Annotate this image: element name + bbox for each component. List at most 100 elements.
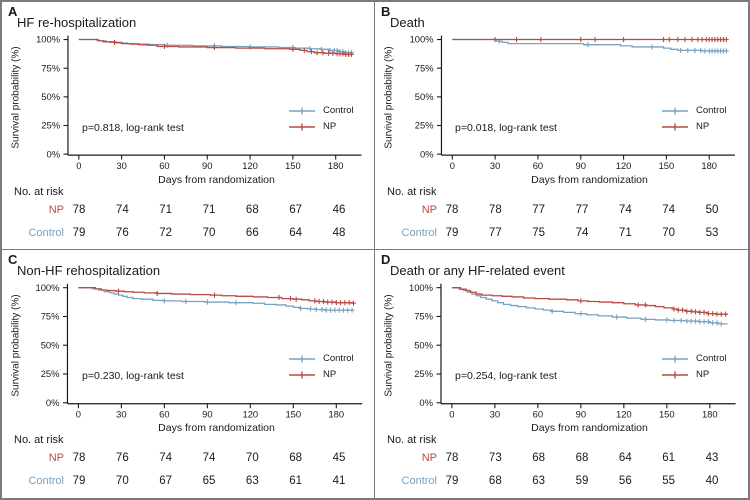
x-axis-label: Days from randomization bbox=[531, 174, 648, 186]
risk-count: 77 bbox=[532, 204, 546, 216]
risk-count: 74 bbox=[618, 204, 632, 216]
risk-row-label-control: Control bbox=[28, 475, 64, 487]
risk-count: 71 bbox=[159, 204, 173, 216]
km-plot-c: 100% 75% 50% 25% 0% 0 30 60 90 120 150 180 bbox=[35, 282, 363, 420]
risk-count: 79 bbox=[72, 475, 86, 487]
legend-label-control: Control bbox=[696, 353, 727, 364]
y-tick-label: 25% bbox=[41, 121, 60, 131]
panel-title: HF re-hospitalization bbox=[17, 15, 137, 30]
x-tick-label: 30 bbox=[116, 409, 126, 420]
risk-count: 46 bbox=[332, 204, 346, 216]
risk-table-header: No. at risk bbox=[387, 186, 437, 198]
x-axis-label: Days from randomization bbox=[158, 174, 275, 186]
x-tick-label: 120 bbox=[242, 161, 258, 171]
y-axis-label: Survival probability (%) bbox=[383, 46, 395, 149]
risk-count: 70 bbox=[662, 227, 676, 239]
x-tick-label: 0 bbox=[450, 161, 455, 171]
risk-count: 68 bbox=[575, 452, 589, 464]
legend-entry-control: Control bbox=[288, 353, 354, 364]
risk-count: 67 bbox=[159, 475, 173, 487]
risk-count: 78 bbox=[72, 452, 86, 464]
risk-count: 78 bbox=[72, 204, 86, 216]
x-tick-label: 180 bbox=[702, 409, 718, 420]
risk-count: 79 bbox=[445, 227, 459, 239]
risk-count: 63 bbox=[532, 475, 546, 487]
risk-count: 79 bbox=[445, 475, 459, 487]
risk-count: 63 bbox=[245, 475, 259, 487]
risk-row-label-control: Control bbox=[28, 227, 64, 239]
p-value-text: p=0.230, log-rank test bbox=[82, 370, 184, 382]
legend-entry-np: NP bbox=[661, 369, 727, 380]
y-tick-label: 75% bbox=[41, 311, 60, 322]
x-tick-label: 150 bbox=[285, 409, 301, 420]
x-tick-label: 150 bbox=[659, 409, 675, 420]
x-tick-label: 120 bbox=[616, 409, 632, 420]
risk-row-control: Control 79 77 75 74 71 70 53 bbox=[375, 227, 748, 242]
panel-letter: B bbox=[381, 4, 391, 19]
risk-count: 68 bbox=[289, 452, 303, 464]
legend-label-np: NP bbox=[323, 369, 337, 380]
km-curve-control bbox=[452, 38, 727, 52]
risk-table-header: No. at risk bbox=[387, 434, 437, 446]
np-line-icon bbox=[289, 371, 315, 378]
risk-count: 66 bbox=[245, 227, 259, 239]
x-tick-label: 180 bbox=[701, 161, 717, 171]
risk-count: 48 bbox=[332, 227, 346, 239]
risk-row-label-np: NP bbox=[48, 452, 64, 464]
risk-row-control: Control 79 68 63 59 56 55 40 bbox=[375, 475, 748, 490]
x-tick-label: 90 bbox=[202, 161, 212, 171]
legend-entry-np: NP bbox=[288, 121, 354, 132]
risk-row-np: NP 78 74 71 71 68 67 46 bbox=[2, 204, 374, 219]
risk-row-control: Control 79 70 67 65 63 61 41 bbox=[2, 475, 374, 490]
panel-letter: C bbox=[8, 252, 18, 267]
legend: Control NP bbox=[288, 105, 354, 132]
x-tick-label: 60 bbox=[533, 409, 543, 420]
risk-count: 67 bbox=[289, 204, 303, 216]
risk-row-label-np: NP bbox=[421, 204, 437, 216]
x-tick-label: 150 bbox=[285, 161, 301, 171]
y-tick-label: 25% bbox=[414, 368, 433, 379]
risk-count: 72 bbox=[159, 227, 173, 239]
risk-row-np: NP 78 73 68 68 64 61 43 bbox=[375, 452, 748, 467]
legend-label-control: Control bbox=[323, 353, 354, 364]
panel-letter: A bbox=[8, 4, 18, 19]
risk-row-label-np: NP bbox=[421, 452, 437, 464]
risk-count: 70 bbox=[245, 452, 259, 464]
y-axis-label: Survival probability (%) bbox=[10, 294, 22, 397]
panel-title: Death or any HF-related event bbox=[390, 263, 565, 278]
control-line-icon bbox=[662, 107, 688, 114]
legend-entry-np: NP bbox=[661, 121, 727, 132]
risk-count: 55 bbox=[662, 475, 676, 487]
np-line-icon bbox=[289, 123, 315, 130]
x-axis-label: Days from randomization bbox=[531, 422, 648, 434]
risk-count: 70 bbox=[202, 227, 216, 239]
risk-count: 68 bbox=[532, 452, 546, 464]
x-tick-label: 60 bbox=[533, 161, 543, 171]
y-tick-label: 0% bbox=[46, 149, 60, 159]
risk-count: 61 bbox=[289, 475, 303, 487]
panel-title: Death bbox=[390, 15, 425, 30]
y-tick-label: 0% bbox=[420, 149, 434, 159]
km-plot-b: 100% 75% 50% 25% 0% 0 30 60 90 120 150 180 bbox=[410, 35, 735, 171]
y-tick-label: 0% bbox=[46, 397, 60, 408]
x-tick-label: 60 bbox=[159, 161, 169, 171]
legend-entry-control: Control bbox=[661, 105, 727, 116]
km-curve-control bbox=[451, 287, 728, 325]
risk-count: 64 bbox=[289, 227, 303, 239]
x-tick-label: 180 bbox=[328, 409, 344, 420]
y-tick-label: 75% bbox=[41, 63, 60, 73]
x-tick-label: 30 bbox=[490, 161, 500, 171]
x-tick-label: 90 bbox=[202, 409, 212, 420]
risk-count: 71 bbox=[202, 204, 216, 216]
risk-row-label-np: NP bbox=[48, 204, 64, 216]
risk-count: 76 bbox=[115, 452, 129, 464]
control-line-icon bbox=[662, 355, 688, 362]
risk-count: 45 bbox=[332, 452, 346, 464]
risk-count: 68 bbox=[488, 475, 502, 487]
risk-row-label-control: Control bbox=[401, 475, 437, 487]
risk-count: 74 bbox=[662, 204, 676, 216]
panel-hf-rehospitalization: 100% 75% 50% 25% 0% 0 30 60 90 120 150 180 A HF re-… bbox=[2, 2, 375, 250]
risk-count: 56 bbox=[618, 475, 632, 487]
control-line-icon bbox=[289, 355, 315, 362]
risk-count: 74 bbox=[202, 452, 216, 464]
